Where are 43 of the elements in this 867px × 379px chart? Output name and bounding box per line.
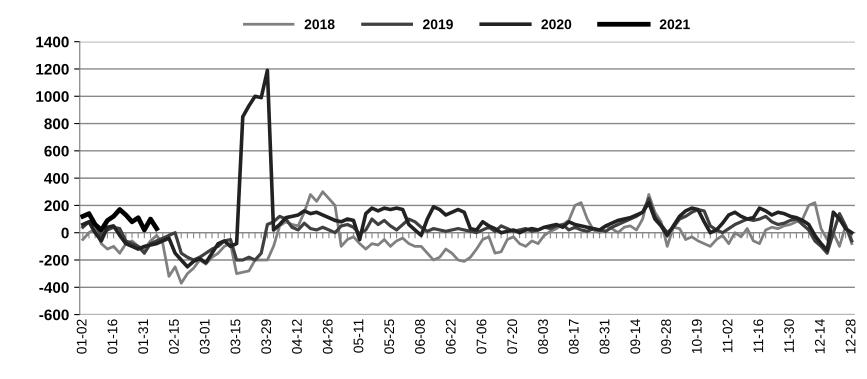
x-tick-label: 11-30: [784, 319, 794, 352]
y-tick-label: 0: [61, 228, 69, 238]
x-tick-label: 04-26: [322, 319, 333, 354]
y-tick-label: 1200: [36, 64, 69, 75]
y-tick-label: 1400: [36, 36, 69, 48]
legend-label: 2021: [660, 19, 690, 30]
x-tick-label: 07-20: [507, 319, 518, 354]
x-tick-label: 04-12: [292, 319, 302, 354]
y-tick-label: -200: [39, 254, 69, 266]
line-series: [80, 207, 160, 232]
x-tick-label: 05-11: [354, 319, 364, 353]
x-tick-label: 03-15: [230, 319, 240, 354]
y-tick-label: -400: [39, 282, 69, 293]
x-tick-label: 06-22: [446, 319, 456, 354]
x-tick-label: 01-02: [76, 319, 87, 354]
x-tick-label: 08-31: [600, 319, 610, 354]
legend-label: 2018: [304, 19, 335, 30]
x-tick-label: 02-15: [169, 319, 179, 354]
x-tick-label: 11-16: [753, 319, 764, 352]
y-tick-label: 600: [44, 146, 69, 157]
y-tick-label: 800: [44, 118, 69, 130]
legend-label: 2020: [541, 19, 572, 30]
x-tick-label: 11-02: [722, 319, 732, 352]
line-series: [81, 68, 854, 269]
x-tick-label: 09-14: [630, 319, 640, 354]
y-tick-label: -600: [39, 309, 69, 320]
x-tick-label: 01-16: [107, 319, 118, 354]
x-tick-label: 05-25: [384, 319, 394, 354]
legend-label: 2019: [423, 19, 453, 30]
x-tick-label: 06-08: [415, 319, 425, 354]
x-tick-label: 08-03: [538, 319, 548, 354]
x-tick-label: 03-29: [261, 319, 272, 354]
x-tick-label: 09-28: [661, 319, 671, 354]
x-tick-label: 12-28: [846, 319, 856, 354]
y-tick-label: 1000: [36, 91, 69, 102]
x-tick-label: 03-01: [200, 319, 210, 354]
y-tick-label: 400: [44, 173, 69, 184]
x-tick-label: 08-17: [568, 319, 579, 354]
x-tick-label: 07-06: [476, 319, 486, 354]
y-tick-label: 200: [44, 200, 69, 212]
x-tick-label: 01-31: [138, 319, 148, 354]
x-tick-label: 12-14: [814, 319, 825, 354]
x-tick-label: 10-19: [692, 319, 702, 354]
